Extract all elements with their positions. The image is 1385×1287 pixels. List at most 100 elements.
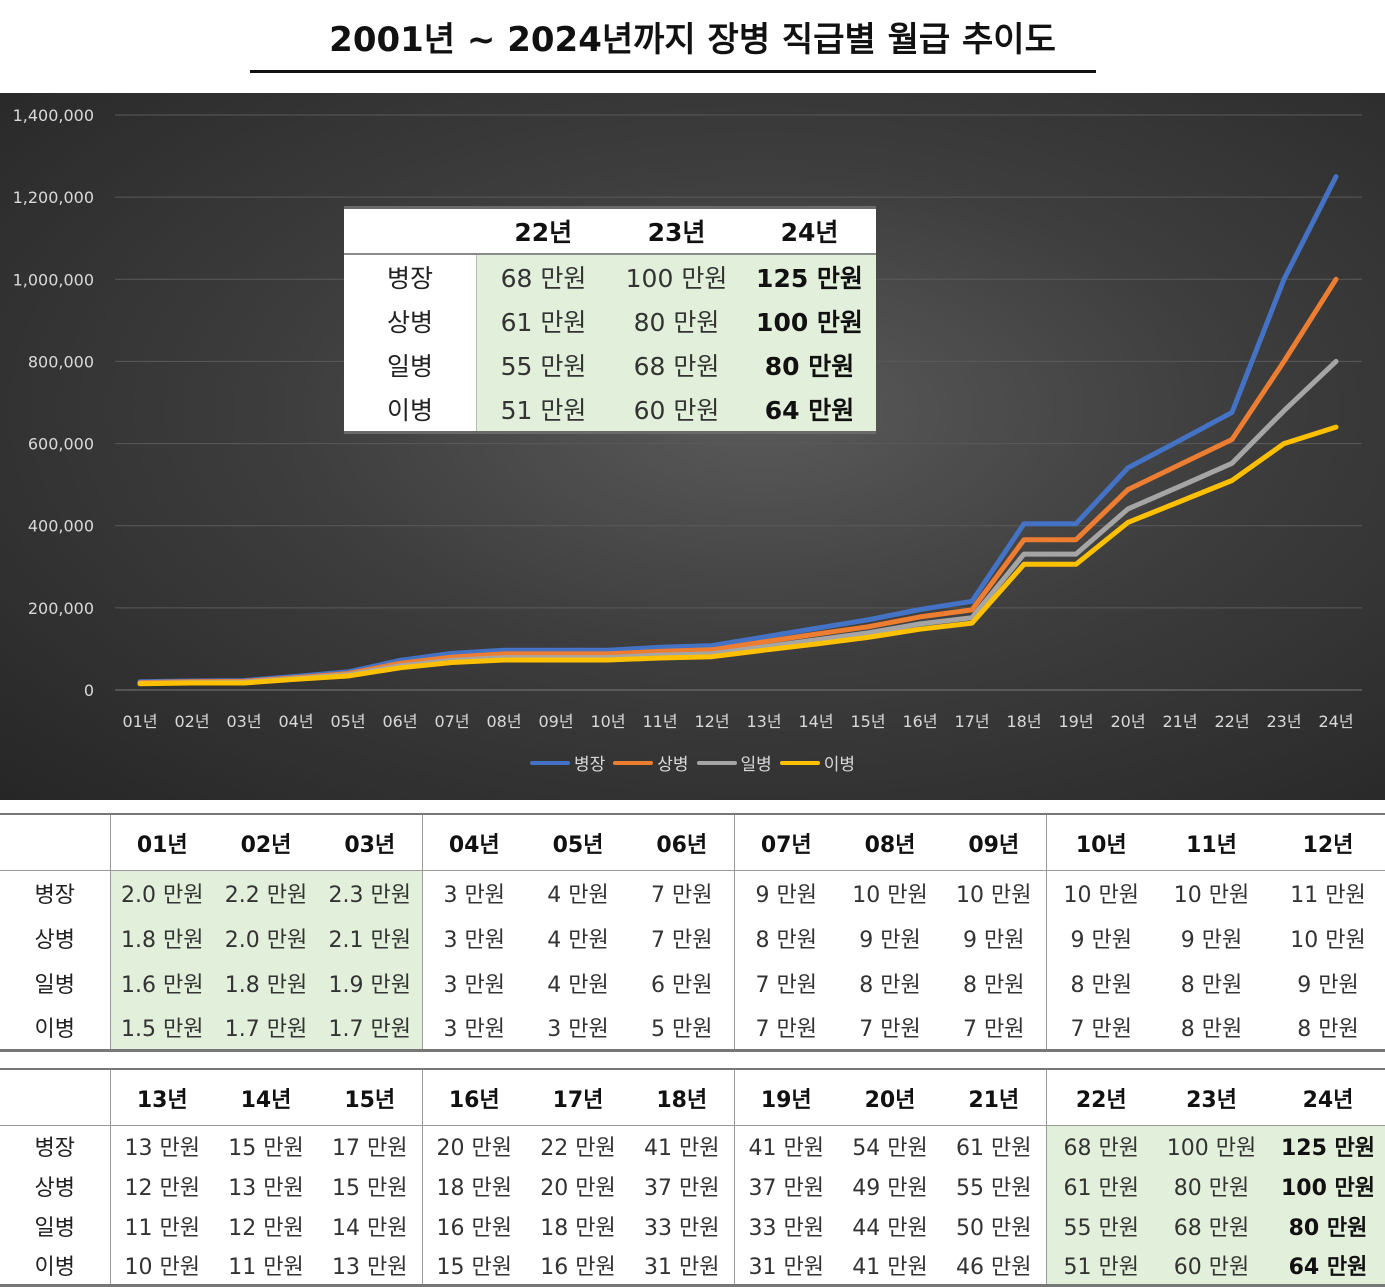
salary-cell: 3 만원: [443, 928, 505, 953]
salary-cell: 9 만원: [755, 883, 817, 909]
x-tick-label: 21년: [1162, 712, 1197, 731]
salary-table-2001-2012: 01년 02년 03년 04년 05년 06년 07년 08년 09년 10년 11년 12년 병장 2.…: [0, 813, 1385, 1052]
rank-label: 병장: [0, 870, 111, 916]
legend-swatch: [779, 760, 820, 765]
legend-swatch: [696, 760, 737, 765]
salary-cell: 7 만원: [630, 915, 735, 961]
overlay-cell: 125 만원: [743, 254, 876, 299]
salary-cell: 10 만원: [110, 1245, 214, 1287]
salary-cell: 15 만원: [228, 1135, 304, 1161]
salary-cell: 125 만원: [1267, 1125, 1385, 1166]
x-tick-label: 12년: [694, 712, 729, 731]
year-header: 20년: [838, 1068, 942, 1126]
salary-cell: 64 만원: [1267, 1245, 1385, 1287]
salary-cell: 12 만원: [124, 1175, 200, 1201]
legend-item: 상병: [613, 750, 689, 775]
salary-cell: 3 만원: [443, 973, 505, 998]
salary-cell: 60 만원: [1156, 1245, 1267, 1287]
salary-cell: 6 만원: [630, 960, 735, 1006]
salary-cell: 51 만원: [1046, 1245, 1156, 1287]
y-tick-label: 1,400,000: [13, 106, 94, 125]
x-tick-label: 17년: [954, 712, 989, 731]
salary-cell: 1.6 만원: [110, 960, 214, 1006]
rank-label: 일병: [0, 1205, 111, 1246]
salary-cell: 55 만원: [1046, 1205, 1156, 1246]
salary-cell: 9 만원: [1070, 928, 1132, 953]
year-header: 21년: [942, 1068, 1047, 1126]
x-tick-label: 10년: [590, 712, 625, 731]
salary-cell: 8 만원: [1156, 1005, 1267, 1052]
salary-cell: 8 만원: [1180, 973, 1243, 998]
salary-cell: 68 만원: [1156, 1205, 1267, 1246]
year-header: 01년: [110, 813, 214, 871]
salary-cell: 11 만원: [124, 1215, 200, 1241]
x-tick-label: 03년: [226, 712, 261, 731]
overlay-cell: 61 만원: [476, 299, 610, 343]
salary-cell: 9 만원: [859, 928, 921, 953]
x-tick-label: 11년: [642, 712, 677, 731]
x-tick-label: 02년: [174, 712, 209, 731]
salary-cell: 13 만원: [124, 1135, 200, 1161]
salary-cell: 2.0 만원: [214, 915, 318, 961]
salary-cell: 68 만원: [1046, 1125, 1156, 1166]
x-tick-label: 14년: [798, 712, 833, 731]
salary-cell: 11 만원: [1290, 883, 1366, 909]
salary-cell: 16 만원: [526, 1245, 630, 1287]
legend-item: 일병: [696, 750, 772, 775]
salary-cell: 1.5 만원: [110, 1005, 214, 1052]
salary-cell: 15 만원: [318, 1165, 423, 1206]
salary-cell: 1.8 만원: [214, 960, 318, 1006]
salary-cell: 33 만원: [630, 1205, 735, 1246]
year-header: 05년: [526, 813, 630, 871]
salary-cell: 61 만원: [1046, 1165, 1156, 1206]
salary-cell: 49 만원: [852, 1175, 928, 1201]
overlay-cell: 100 만원: [743, 299, 876, 343]
salary-cell: 7 만원: [1046, 1005, 1156, 1052]
rank-label: 상병: [0, 915, 111, 961]
salary-cell: 46 만원: [942, 1245, 1047, 1287]
overlay-header: 23년: [610, 206, 743, 255]
salary-cell: 2.3 만원: [318, 870, 423, 916]
salary-cell: 4 만원: [547, 973, 609, 998]
salary-cell: 1.7 만원: [318, 1005, 423, 1052]
salary-cell: 7 만원: [734, 1005, 838, 1052]
year-header: 11년: [1156, 813, 1267, 871]
salary-cell: 18 만원: [540, 1215, 616, 1241]
salary-cell: 13 만원: [228, 1175, 304, 1201]
y-tick-label: 200,000: [28, 599, 94, 618]
salary-cell: 4 만원: [547, 883, 609, 909]
salary-cell: 100 만원: [1267, 1165, 1385, 1206]
salary-cell: 8 만원: [1267, 1005, 1385, 1052]
salary-cell: 2.1 만원: [318, 915, 423, 961]
x-tick-label: 13년: [746, 712, 781, 731]
legend-swatch: [613, 760, 654, 765]
overlay-cell: 68 만원: [610, 343, 743, 387]
salary-cell: 8 만원: [755, 928, 817, 953]
salary-cell: 41 만원: [630, 1125, 735, 1166]
y-tick-label: 800,000: [28, 352, 94, 371]
salary-cell: 80 만원: [1156, 1165, 1267, 1206]
overlay-row-label: 상병: [344, 299, 477, 343]
salary-cell: 22 만원: [540, 1135, 616, 1161]
overlay-cell: 80 만원: [743, 343, 876, 387]
salary-cell: 2.0 만원: [110, 870, 214, 916]
legend-item: 이병: [779, 750, 855, 775]
year-header: 16년: [422, 1068, 526, 1126]
overlay-header: 22년: [476, 206, 610, 255]
salary-cell: 80 만원: [1267, 1205, 1385, 1246]
x-tick-label: 05년: [330, 712, 365, 731]
salary-cell: 41 만원: [838, 1245, 942, 1287]
salary-cell: 9 만원: [1297, 973, 1359, 998]
year-header: 02년: [214, 813, 318, 871]
salary-cell: 10 만원: [852, 883, 928, 909]
salary-cell: 31 만원: [630, 1245, 735, 1287]
y-tick-label: 400,000: [28, 517, 94, 536]
salary-cell: 10 만원: [942, 870, 1047, 916]
x-tick-label: 15년: [850, 712, 885, 731]
salary-table-2013-2024: 13년 14년 15년 16년 17년 18년 19년 20년 21년 22년 23년 24년 병장 13…: [0, 1068, 1385, 1287]
overlay-corner: [344, 206, 477, 255]
salary-cell: 1.9 만원: [318, 960, 423, 1006]
salary-cell: 11 만원: [214, 1245, 318, 1287]
salary-cell: 7 만원: [942, 1005, 1047, 1052]
overlay-cell: 68 만원: [476, 254, 610, 299]
